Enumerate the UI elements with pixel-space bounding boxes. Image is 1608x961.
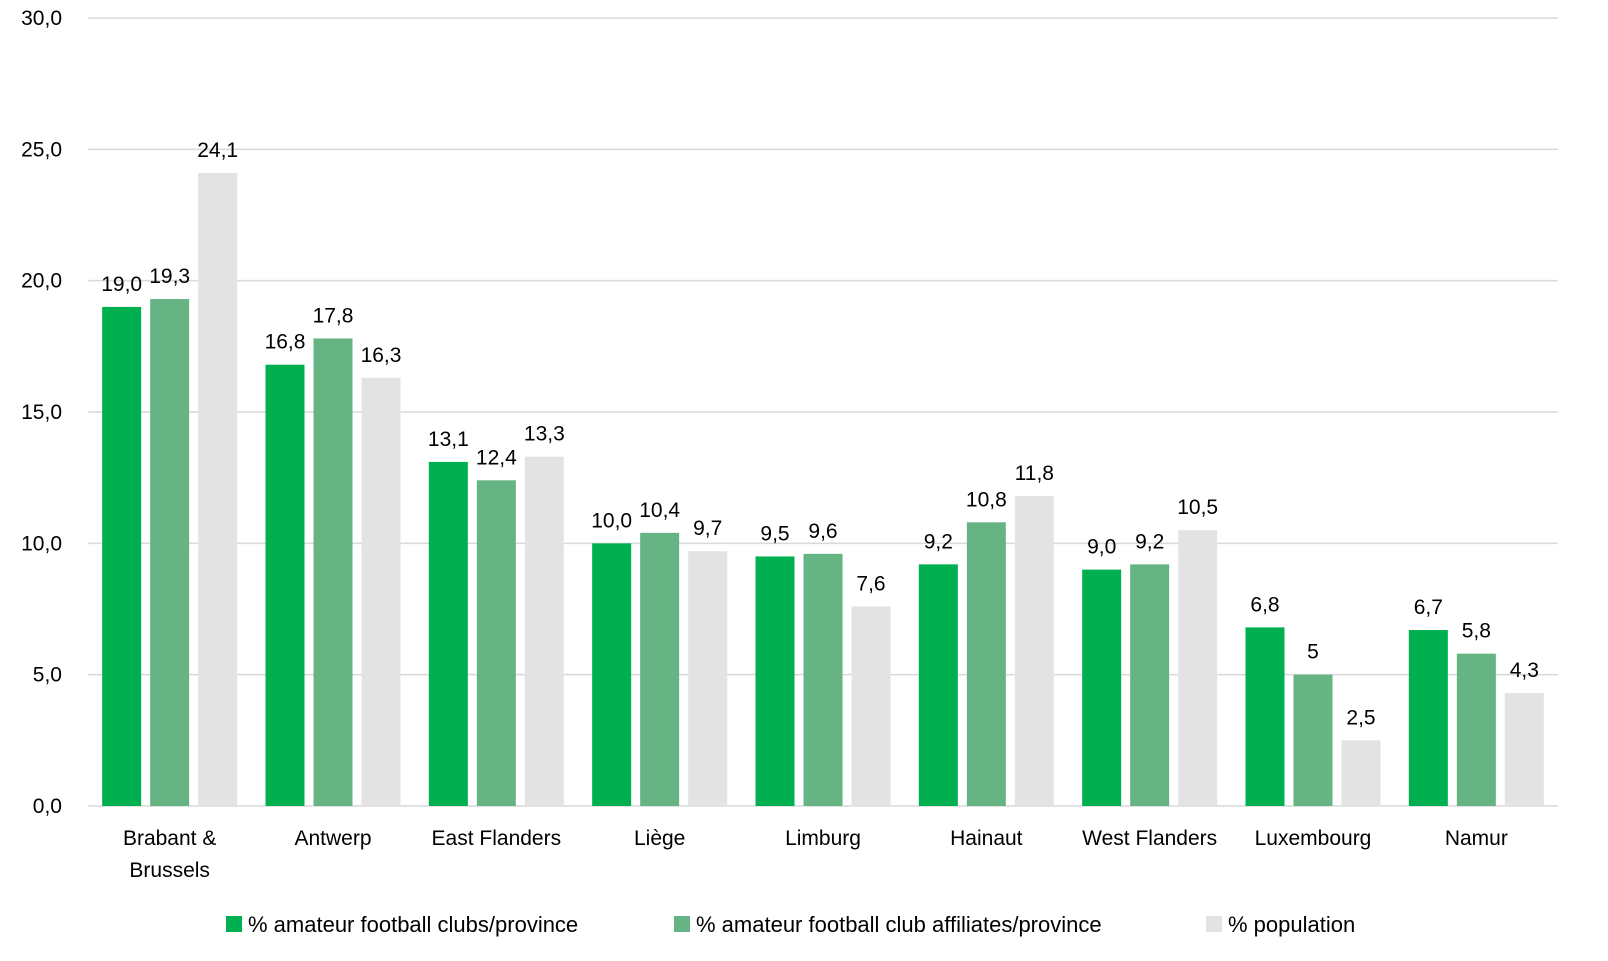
data-label: 2,5 (1346, 706, 1375, 729)
data-label: 4,3 (1510, 659, 1539, 682)
legend-label: % population (1228, 912, 1355, 937)
bar (1341, 740, 1381, 806)
data-label: 9,6 (808, 520, 837, 543)
data-label: 13,3 (524, 423, 565, 446)
bar (428, 461, 468, 806)
bar (361, 377, 401, 806)
legend-label: % amateur football clubs/province (248, 912, 578, 937)
bar (476, 480, 516, 806)
bar (524, 456, 564, 806)
data-label: 24,1 (197, 139, 238, 162)
legend-swatch (674, 916, 690, 932)
y-tick-label: 5,0 (33, 664, 62, 687)
legend-swatch (226, 916, 242, 932)
bar (918, 564, 958, 806)
legend-label: % amateur football club affiliates/provi… (696, 912, 1102, 937)
y-tick-label: 15,0 (21, 401, 62, 424)
legend-item: % amateur football club affiliates/provi… (674, 912, 1102, 937)
bar (1245, 627, 1285, 806)
bar (1178, 530, 1218, 806)
data-label: 13,1 (428, 428, 469, 451)
x-category-label: East Flanders (432, 827, 562, 850)
bar (1130, 564, 1170, 806)
bars (102, 172, 1544, 806)
data-label: 16,8 (265, 331, 306, 354)
legend-swatch (1206, 916, 1222, 932)
bar (198, 172, 238, 806)
bar (1082, 569, 1122, 806)
x-axis: Brabant & Brussels Antwerp East Flanders Liè… (123, 827, 1508, 882)
x-category-label: Luxembourg (1255, 827, 1372, 850)
data-label: 12,4 (476, 446, 517, 469)
bar (803, 553, 843, 806)
data-label: 10,5 (1177, 496, 1218, 519)
legend-item: % amateur football clubs/province (226, 912, 578, 937)
y-tick-label: 30,0 (21, 7, 62, 30)
x-category-label: Limburg (785, 827, 861, 850)
legend-item: % population (1206, 912, 1355, 937)
bar (150, 299, 190, 806)
x-category-label: Antwerp (294, 827, 371, 850)
x-category-label: Brussels (129, 859, 210, 882)
data-labels: 19,0 19,3 24,1 16,8 17,8 16,3 13,1 12,4 13,3 10,0… (101, 139, 1539, 729)
data-label: 9,2 (924, 530, 953, 553)
bar (851, 606, 891, 806)
x-category-label: Namur (1445, 827, 1508, 850)
bar (1293, 674, 1333, 806)
y-tick-label: 10,0 (21, 532, 62, 555)
data-label: 9,2 (1135, 530, 1164, 553)
data-label: 10,8 (966, 488, 1007, 511)
bar (688, 551, 728, 806)
bar (592, 543, 632, 806)
data-label: 5,8 (1462, 620, 1491, 643)
y-tick-label: 0,0 (33, 795, 62, 818)
bar (640, 532, 680, 806)
bar (966, 522, 1006, 806)
bar (755, 556, 795, 806)
x-category-label: West Flanders (1082, 827, 1217, 850)
data-label: 17,8 (313, 304, 354, 327)
y-tick-label: 20,0 (21, 270, 62, 293)
x-category-label: Hainaut (950, 827, 1023, 850)
data-label: 9,5 (760, 522, 789, 545)
data-label: 9,0 (1087, 536, 1116, 559)
data-label: 19,3 (149, 265, 190, 288)
bar (102, 306, 142, 806)
data-label: 6,7 (1414, 596, 1443, 619)
legend: % amateur football clubs/province % amate… (226, 912, 1355, 937)
data-label: 10,4 (639, 499, 680, 522)
data-label: 16,3 (361, 344, 402, 367)
data-label: 7,6 (856, 572, 885, 595)
data-label: 19,0 (101, 273, 142, 296)
data-label: 10,0 (591, 509, 632, 532)
bar (1014, 496, 1054, 806)
x-category-label: Liège (634, 827, 685, 850)
bar (313, 338, 353, 806)
y-tick-label: 25,0 (21, 138, 62, 161)
data-label: 6,8 (1250, 593, 1279, 616)
bar (1456, 653, 1496, 806)
data-label: 5 (1307, 641, 1319, 664)
bar (1408, 630, 1448, 806)
bar (265, 364, 305, 806)
data-label: 11,8 (1015, 462, 1054, 485)
x-category-label: Brabant & (123, 827, 216, 850)
y-axis: 0,0 5,0 10,0 15,0 20,0 25,0 30,0 (21, 7, 62, 818)
data-label: 9,7 (693, 517, 722, 540)
bar (1504, 693, 1544, 806)
